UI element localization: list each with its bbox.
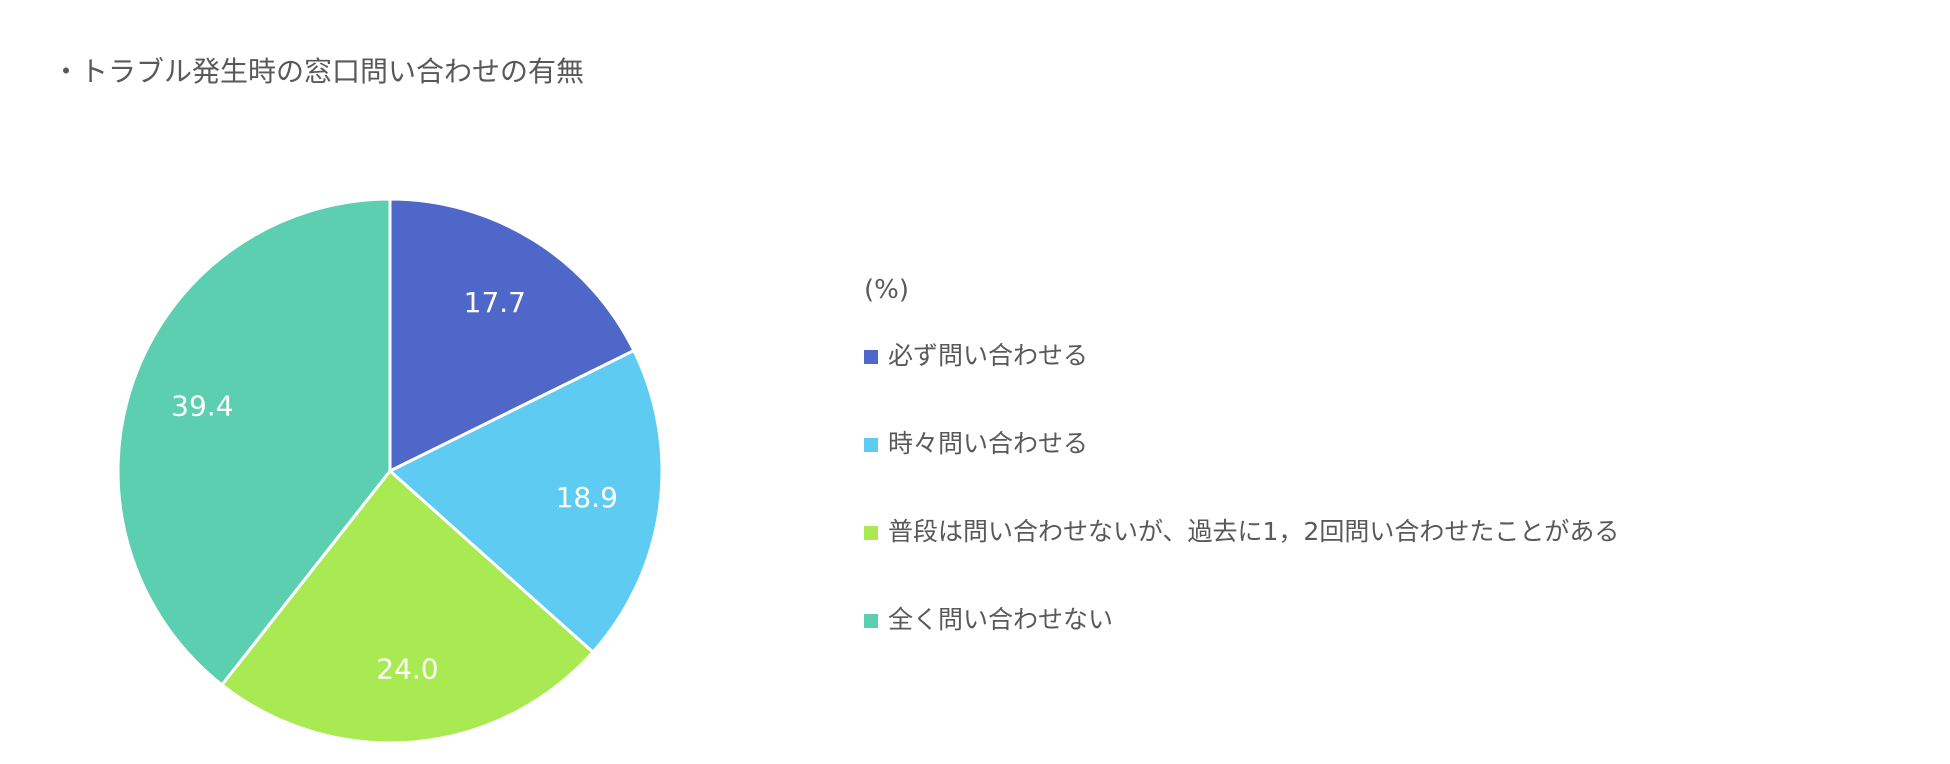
data-label-always: 17.7 — [464, 286, 526, 319]
data-label-past-once-or-twice: 24.0 — [376, 652, 438, 685]
legend-label: 普段は問い合わせないが、過去に1，2回問い合わせたことがある — [888, 517, 1620, 546]
pie-slice-sometimes — [388, 349, 664, 654]
legend-label: 全く問い合わせない — [888, 605, 1114, 634]
legend-unit-label: (%) — [864, 275, 909, 305]
legend-item-sometimes: 時々問い合わせる — [864, 422, 1619, 462]
legend-swatch — [864, 614, 878, 628]
legend: (%) 必ず問い合わせる 時々問い合わせる 普段は問い合わせないが、過去に1，2… — [864, 270, 1619, 686]
legend-swatch — [864, 526, 878, 540]
legend-label: 必ず問い合わせる — [888, 341, 1089, 370]
legend-item-never: 全く問い合わせない — [864, 598, 1619, 638]
pie-data-labels: 17.7 18.9 24.0 39.4 — [171, 286, 618, 685]
legend-item-always: 必ず問い合わせる — [864, 334, 1619, 374]
pie-slice-always — [388, 197, 636, 473]
pie-slice-never — [116, 197, 392, 687]
pie-slices — [116, 197, 664, 745]
pie-slice-past-once-or-twice — [220, 469, 595, 745]
data-label-never: 39.4 — [171, 390, 233, 423]
legend-label: 時々問い合わせる — [888, 429, 1089, 458]
data-label-sometimes: 18.9 — [556, 481, 618, 514]
chart-title: ・トラブル発生時の窓口問い合わせの有無 — [52, 55, 585, 88]
legend-swatch — [864, 438, 878, 452]
legend-item-past-once-or-twice: 普段は問い合わせないが、過去に1，2回問い合わせたことがある — [864, 510, 1619, 550]
legend-swatch — [864, 350, 878, 364]
